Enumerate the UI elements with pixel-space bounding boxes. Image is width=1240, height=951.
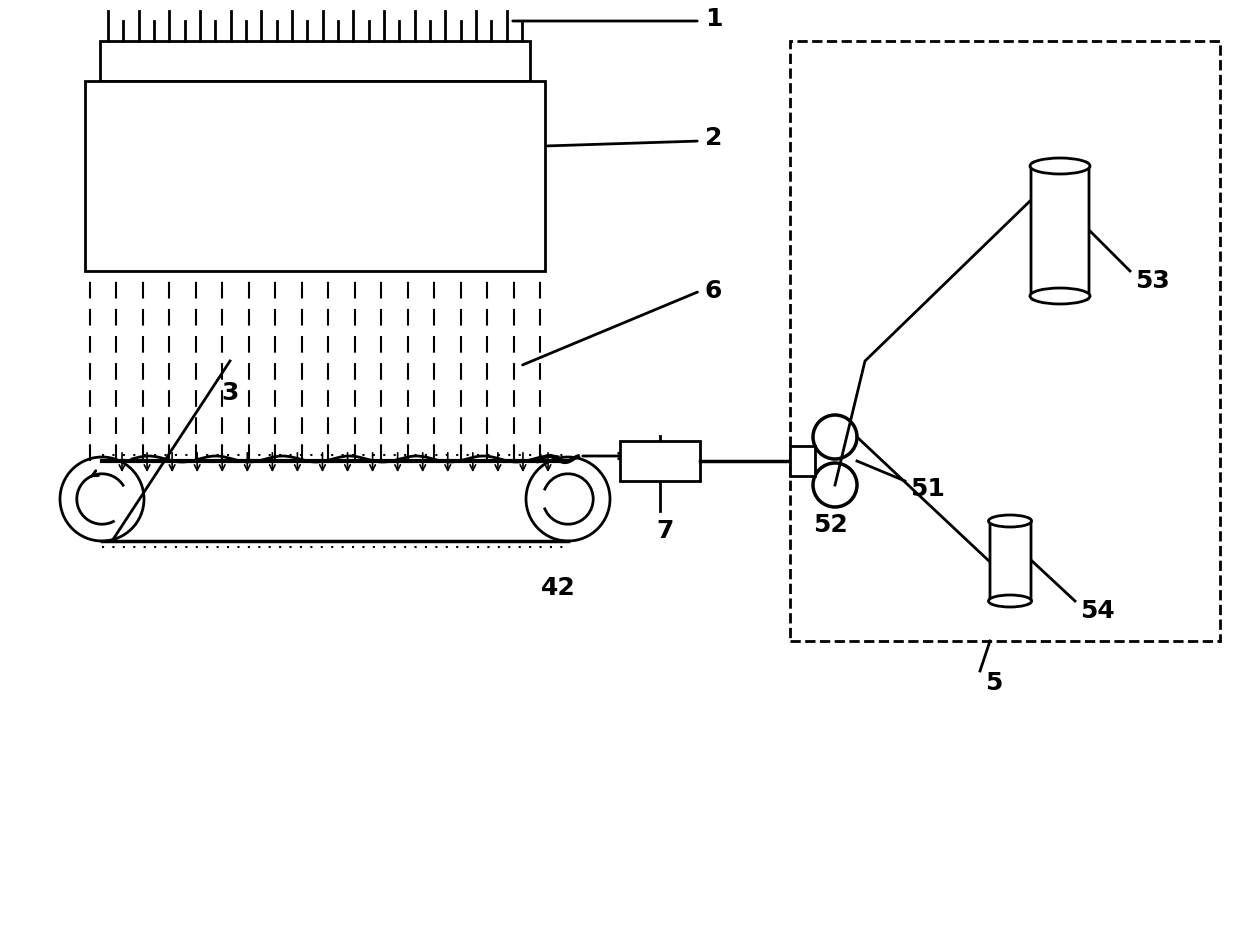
- Text: 6: 6: [706, 279, 723, 303]
- Ellipse shape: [1030, 288, 1090, 304]
- Bar: [790, 41, 1220, 641]
- Bar: [100, 41, 529, 81]
- Bar: [620, 441, 701, 481]
- Bar: [86, 81, 546, 271]
- Ellipse shape: [988, 515, 1032, 527]
- Text: 55: 55: [1033, 199, 1068, 223]
- Text: 2: 2: [706, 126, 723, 150]
- Ellipse shape: [1030, 158, 1090, 174]
- Text: 5: 5: [985, 671, 1002, 695]
- Text: 54: 54: [1080, 599, 1115, 623]
- Text: 7: 7: [656, 519, 673, 543]
- Text: 53: 53: [1135, 269, 1169, 293]
- Text: 51: 51: [910, 477, 945, 501]
- Ellipse shape: [988, 595, 1032, 607]
- Text: 42: 42: [541, 576, 575, 600]
- Bar: [790, 446, 815, 476]
- Text: 1: 1: [706, 7, 723, 31]
- Text: 52: 52: [812, 513, 847, 537]
- FancyBboxPatch shape: [1030, 162, 1089, 300]
- Text: 3: 3: [221, 381, 238, 405]
- FancyBboxPatch shape: [990, 518, 1030, 604]
